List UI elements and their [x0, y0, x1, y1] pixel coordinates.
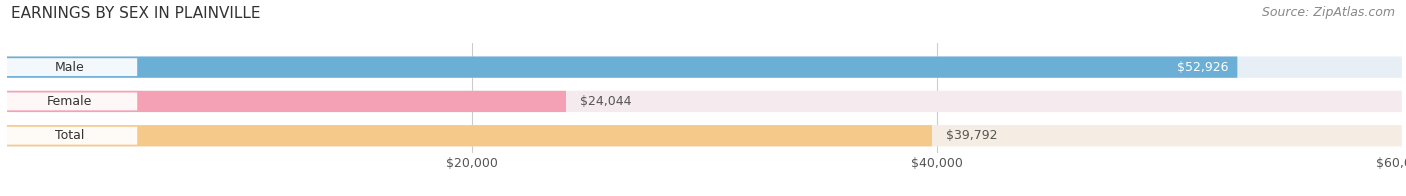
Text: $24,044: $24,044 [579, 95, 631, 108]
Text: Total: Total [55, 129, 84, 142]
Text: Female: Female [48, 95, 93, 108]
FancyBboxPatch shape [3, 58, 138, 76]
FancyBboxPatch shape [7, 91, 567, 112]
Text: $52,926: $52,926 [1177, 61, 1227, 74]
Text: Source: ZipAtlas.com: Source: ZipAtlas.com [1261, 6, 1395, 19]
Text: EARNINGS BY SEX IN PLAINVILLE: EARNINGS BY SEX IN PLAINVILLE [11, 6, 260, 21]
FancyBboxPatch shape [7, 91, 1402, 112]
FancyBboxPatch shape [7, 56, 1237, 78]
FancyBboxPatch shape [3, 93, 138, 110]
FancyBboxPatch shape [7, 56, 1402, 78]
FancyBboxPatch shape [3, 127, 138, 145]
FancyBboxPatch shape [7, 125, 932, 146]
Text: Male: Male [55, 61, 84, 74]
FancyBboxPatch shape [7, 125, 1402, 146]
Text: $39,792: $39,792 [946, 129, 997, 142]
